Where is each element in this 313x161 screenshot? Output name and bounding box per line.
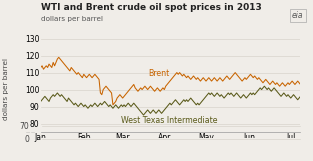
Text: dollars per barrel: dollars per barrel bbox=[41, 16, 103, 22]
Text: 0: 0 bbox=[24, 135, 29, 144]
Text: West Texas Intermediate: West Texas Intermediate bbox=[121, 116, 217, 125]
Text: 70: 70 bbox=[20, 122, 29, 131]
Text: WTI and Brent crude oil spot prices in 2013: WTI and Brent crude oil spot prices in 2… bbox=[41, 3, 261, 12]
Text: Brent: Brent bbox=[148, 69, 170, 78]
Text: —: — bbox=[25, 131, 29, 135]
Text: eia: eia bbox=[292, 11, 304, 20]
Text: —: — bbox=[31, 131, 35, 135]
Text: dollars per barrel: dollars per barrel bbox=[3, 57, 9, 120]
